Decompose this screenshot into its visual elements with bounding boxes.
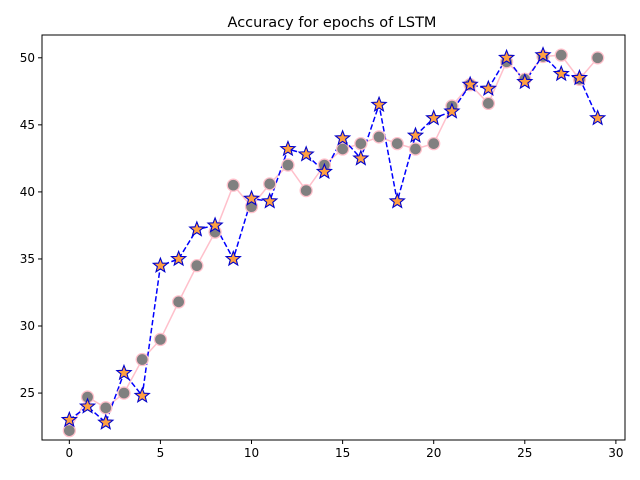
series-1-point bbox=[281, 158, 295, 172]
series-1-point bbox=[299, 183, 313, 198]
series-1-point bbox=[554, 48, 568, 62]
series-2-point bbox=[534, 46, 552, 63]
y-tick-label: 50 bbox=[20, 51, 35, 65]
series-1-point bbox=[263, 177, 277, 191]
series-2-point bbox=[334, 129, 352, 146]
series-2-point bbox=[297, 145, 315, 162]
x-tick-label: 15 bbox=[335, 446, 350, 460]
series-2-point bbox=[570, 68, 589, 86]
series-2-point bbox=[188, 220, 206, 237]
x-tick-label: 20 bbox=[426, 446, 441, 460]
series-2-point bbox=[406, 126, 425, 143]
series-2-point bbox=[279, 139, 297, 157]
series-2-point bbox=[261, 192, 279, 209]
series-2-point bbox=[425, 109, 443, 126]
series-2-point bbox=[97, 413, 115, 430]
series-2-point bbox=[516, 72, 534, 90]
series-2-point bbox=[552, 64, 570, 82]
series-2-point bbox=[78, 397, 97, 414]
series-1-point bbox=[408, 142, 423, 156]
axis-ticks: 0 5 10 15 20 25 30 25 30 35 40 45 50 bbox=[20, 51, 624, 460]
series-2-point bbox=[370, 95, 388, 113]
series-2-point bbox=[315, 162, 333, 180]
y-tick-label: 30 bbox=[20, 319, 35, 333]
x-tick-label: 30 bbox=[608, 446, 623, 460]
series-2-point bbox=[443, 102, 461, 119]
series-2-point bbox=[133, 386, 151, 404]
series-2-line bbox=[68, 53, 599, 424]
y-tick-label: 35 bbox=[20, 252, 35, 266]
y-tick-label: 40 bbox=[20, 185, 35, 199]
series-2-point bbox=[60, 410, 78, 428]
series-2-point bbox=[461, 75, 479, 92]
series-2-point bbox=[388, 192, 406, 209]
series-2-point bbox=[224, 249, 242, 267]
series-1-point bbox=[190, 259, 204, 273]
series-1-point bbox=[481, 96, 496, 111]
series-1-point bbox=[99, 401, 113, 415]
series-2-point bbox=[115, 363, 133, 381]
series-2-point bbox=[170, 249, 188, 267]
x-tick-label: 5 bbox=[157, 446, 165, 460]
series-2-point bbox=[589, 109, 607, 126]
y-tick-label: 45 bbox=[20, 118, 35, 132]
series-1-point bbox=[226, 178, 240, 192]
series-1-point bbox=[354, 136, 368, 151]
plot-area bbox=[60, 46, 607, 438]
series-1-point bbox=[591, 51, 605, 65]
chart-title: Accuracy for epochs of LSTM bbox=[228, 15, 437, 31]
x-tick-label: 25 bbox=[517, 446, 532, 460]
series-1-point bbox=[390, 136, 404, 151]
series-2-point bbox=[479, 79, 497, 96]
series-1-point bbox=[117, 386, 131, 400]
series-1-point bbox=[171, 295, 186, 309]
series-1-point bbox=[153, 332, 168, 347]
axes-frame bbox=[41, 34, 626, 441]
series-1-line bbox=[68, 54, 599, 431]
series-2-point bbox=[206, 216, 224, 233]
x-tick-label: 0 bbox=[66, 446, 74, 460]
y-tick-label: 25 bbox=[20, 386, 35, 400]
series-2-point bbox=[242, 189, 261, 206]
series-1-point bbox=[135, 352, 149, 367]
series-2-point bbox=[352, 149, 370, 166]
series-1-point bbox=[335, 142, 350, 156]
series-2-point bbox=[497, 48, 516, 66]
series-2-point bbox=[151, 256, 170, 273]
series-1-point bbox=[427, 136, 441, 151]
x-tick-label: 10 bbox=[244, 446, 259, 460]
series-1-point bbox=[62, 423, 76, 438]
series-1-point bbox=[372, 130, 386, 144]
